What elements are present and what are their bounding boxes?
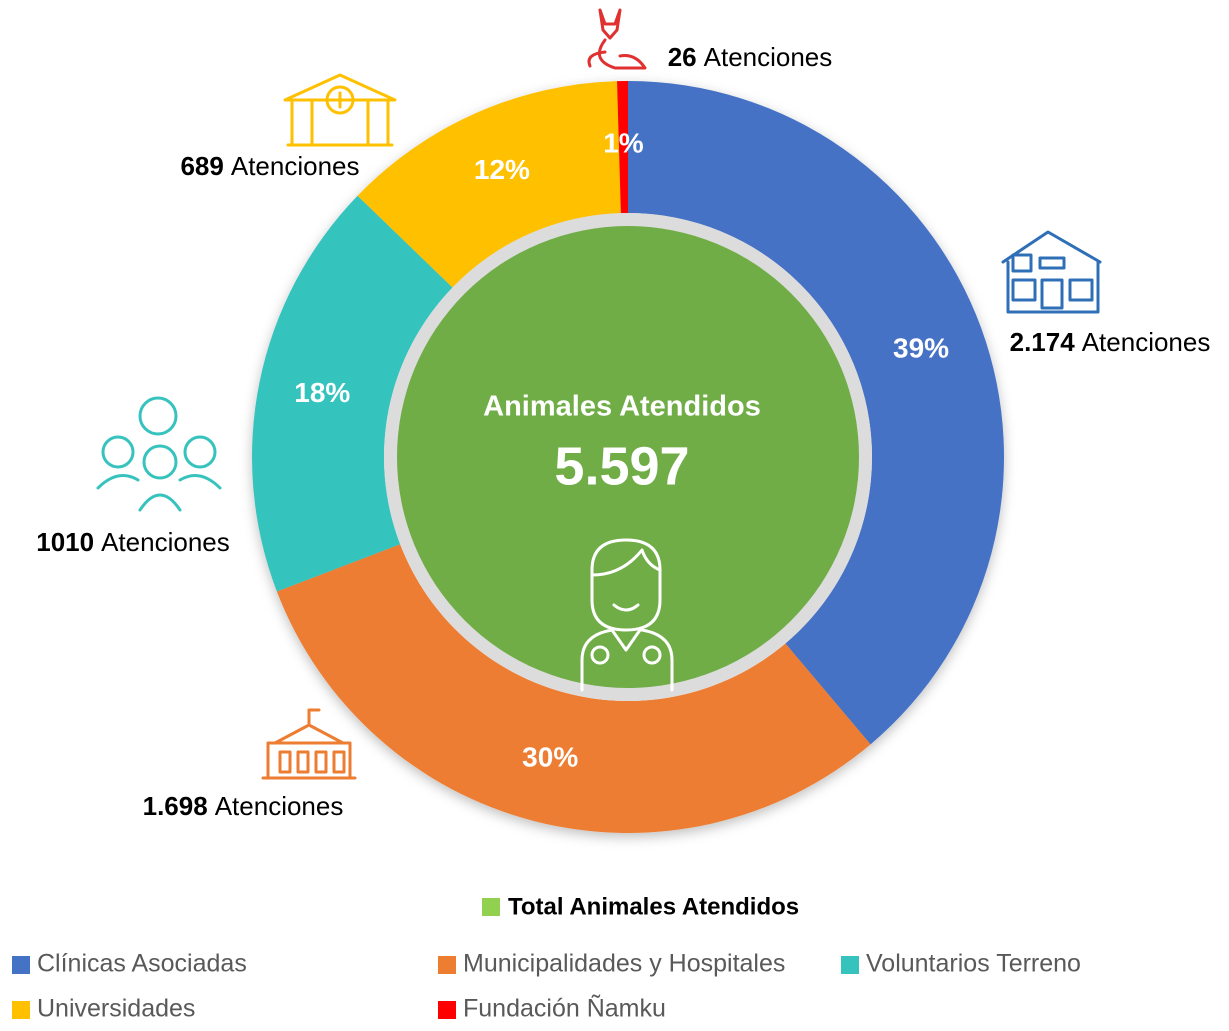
count-label: 1.698 Atenciones: [143, 791, 344, 821]
legend-swatch: [841, 956, 859, 974]
legend-label: Fundación Ñamku: [463, 994, 666, 1023]
count-unit: Atenciones: [215, 791, 344, 821]
center-value: 5.597: [554, 436, 689, 496]
percent-label: 12%: [474, 154, 530, 185]
percent-label: 39%: [893, 332, 949, 363]
count-unit: Atenciones: [704, 42, 833, 72]
legend-label: Universidades: [37, 995, 195, 1023]
legend-swatch: [438, 956, 456, 974]
percent-label: 18%: [294, 377, 350, 408]
count-label: 26 Atenciones: [668, 42, 833, 72]
count-value: 1.698: [143, 791, 208, 821]
legend-label: Clínicas Asociadas: [37, 950, 247, 978]
legend-label: Municipalidades y Hospitales: [463, 950, 785, 978]
legend: Total Animales Atendidos Clínicas Asociad…: [12, 893, 1081, 1023]
legend-label: Total Animales Atendidos: [508, 893, 799, 920]
legend-swatch: [12, 1001, 30, 1019]
volunteers-icon: [96, 396, 222, 512]
municipal-icon: [261, 708, 357, 780]
center-title: Animales Atendidos: [483, 391, 761, 423]
university-icon: [283, 73, 397, 147]
vet-icon: [580, 538, 674, 692]
percent-label: 1%: [603, 127, 644, 158]
count-value: 689: [180, 151, 223, 181]
count-label: 2.174 Atenciones: [1010, 327, 1211, 357]
count-value: 1010: [36, 527, 94, 557]
legend-label: Voluntarios Terreno: [866, 950, 1081, 978]
slice: [617, 81, 628, 214]
count-value: 2.174: [1010, 327, 1076, 357]
slice: [357, 81, 621, 288]
count-label: 689 Atenciones: [180, 151, 359, 181]
count-unit: Atenciones: [1082, 327, 1211, 357]
percent-label: 30%: [522, 742, 578, 773]
legend-swatch: [482, 898, 500, 916]
count-unit: Atenciones: [231, 151, 360, 181]
count-value: 26: [668, 42, 697, 72]
legend-swatch: [438, 1001, 456, 1019]
count-label: 1010 Atenciones: [36, 527, 230, 557]
slice: [276, 544, 871, 833]
donut: [252, 81, 1004, 833]
center-circle: [397, 226, 859, 688]
slice: [628, 81, 1004, 745]
count-unit: Atenciones: [101, 527, 230, 557]
clinic-icon: [1001, 230, 1102, 314]
slice: [252, 195, 453, 592]
legend-swatch: [12, 956, 30, 974]
fox-icon: [587, 8, 647, 70]
